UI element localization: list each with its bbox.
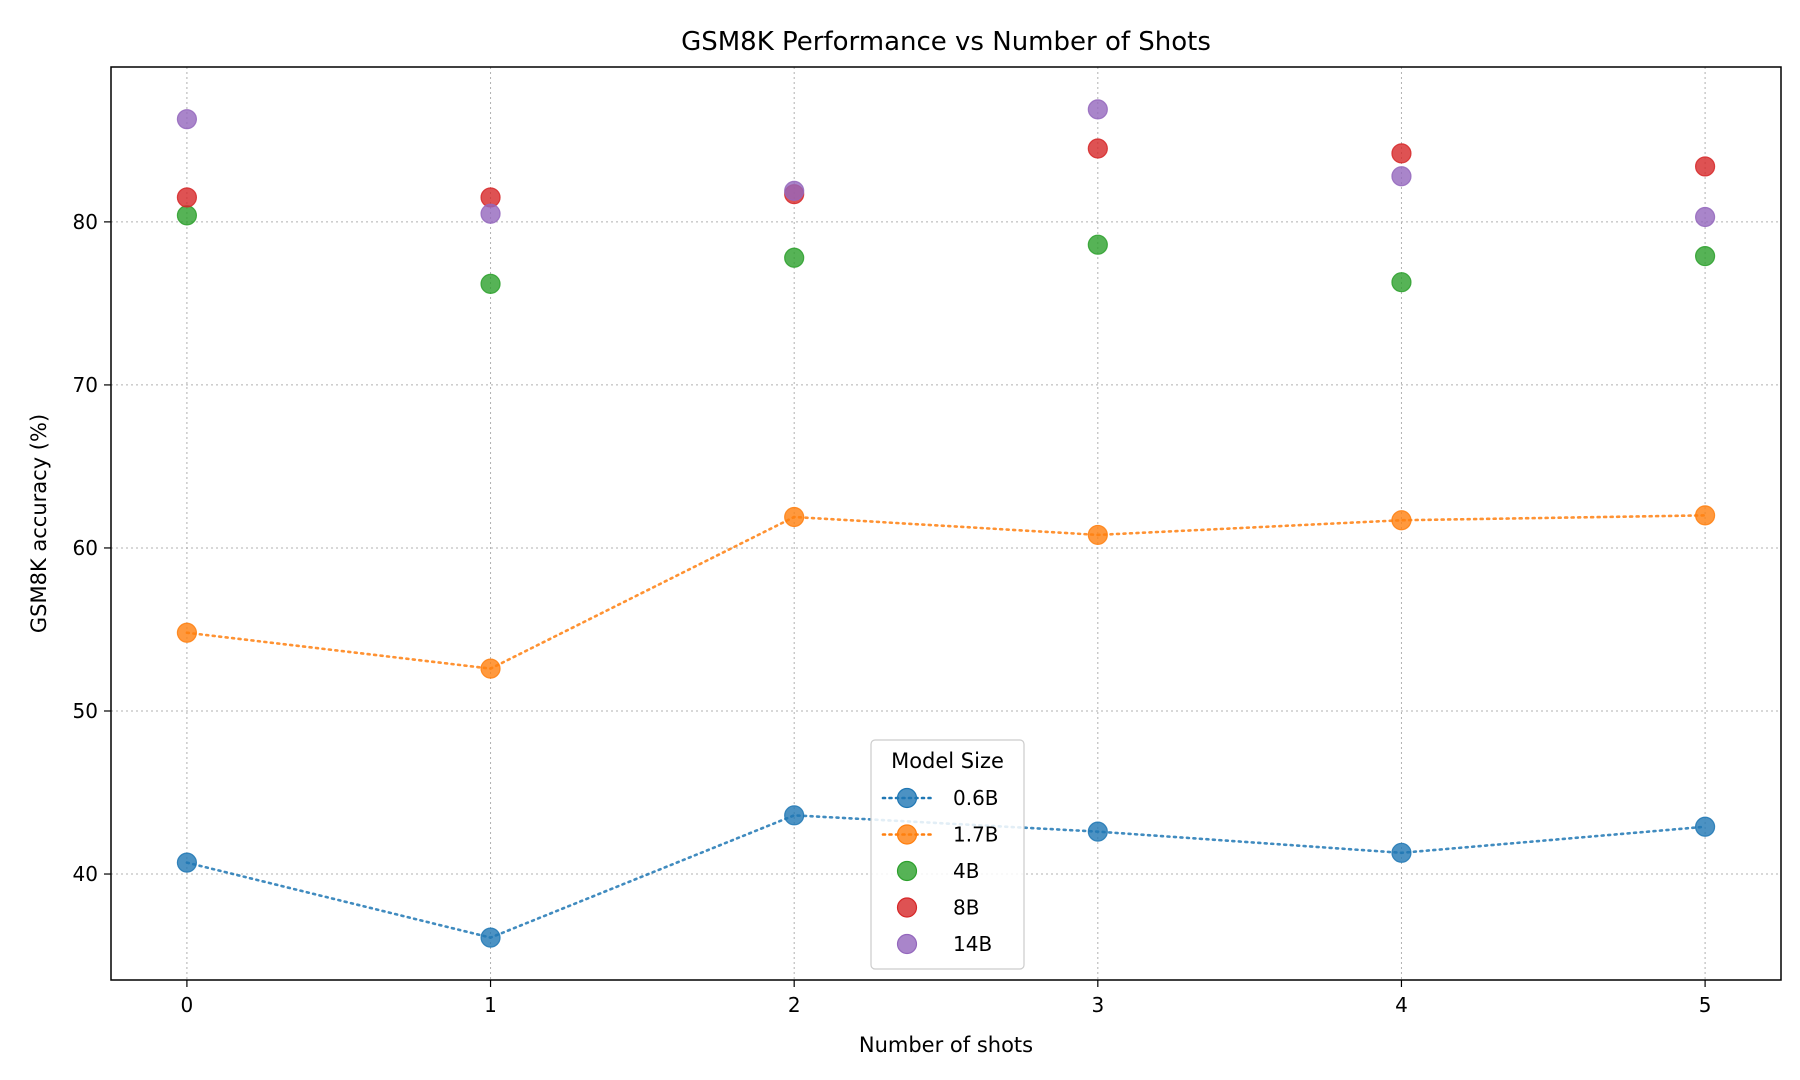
data-point xyxy=(1087,138,1108,159)
data-point xyxy=(176,205,198,226)
data-point xyxy=(784,247,805,268)
y-tick-label: 40 xyxy=(73,862,98,886)
data-point xyxy=(1391,510,1412,531)
series-line xyxy=(185,514,1707,670)
x-tick-label: 0 xyxy=(181,993,194,1017)
data-point xyxy=(480,927,501,948)
data-point xyxy=(1694,156,1716,177)
x-tick-label: 5 xyxy=(1699,993,1712,1017)
legend-label: 8B xyxy=(953,896,979,920)
data-point xyxy=(1391,143,1412,164)
data-point xyxy=(480,273,501,294)
legend-label: 0.6B xyxy=(953,786,999,810)
data-point xyxy=(176,109,198,130)
data-point xyxy=(1391,166,1412,187)
data-point xyxy=(784,506,805,528)
legend: Model Size 0.6B 1.7B 4B 8B 14B xyxy=(870,739,1025,970)
legend-marker xyxy=(896,787,918,809)
series-1-7b xyxy=(176,505,1716,679)
legend-label: 1.7B xyxy=(953,823,999,847)
data-point xyxy=(1391,842,1412,863)
legend-item: 1.7B xyxy=(881,823,999,847)
legend-marker xyxy=(896,824,918,845)
legend-title: Model Size xyxy=(891,749,1004,773)
legend-box xyxy=(870,739,1025,970)
data-point xyxy=(1694,505,1716,526)
data-point xyxy=(176,852,198,873)
y-tick-label: 70 xyxy=(73,373,98,397)
y-tick-label: 60 xyxy=(73,536,98,560)
legend-label: 14B xyxy=(953,932,992,956)
legend-item: 0.6B xyxy=(881,786,999,810)
legend-marker xyxy=(896,897,918,918)
data-point xyxy=(176,187,198,208)
data-point xyxy=(1087,99,1108,120)
series-layer xyxy=(176,99,1716,948)
chart-title: GSM8K Performance vs Number of Shots xyxy=(681,27,1211,57)
y-axis-label: GSM8K accuracy (%) xyxy=(27,414,51,633)
legend-item: 4B xyxy=(896,859,979,883)
legend-items: 0.6B 1.7B 4B 8B 14B xyxy=(881,786,999,956)
data-point xyxy=(1087,524,1108,546)
series-4b xyxy=(176,205,1716,294)
series-14b xyxy=(176,99,1716,228)
data-point xyxy=(1087,821,1108,842)
data-point xyxy=(784,805,805,826)
y-tick-label: 50 xyxy=(73,699,98,723)
x-tick-label: 2 xyxy=(788,993,801,1017)
legend-item: 14B xyxy=(896,932,992,956)
x-tick-label: 4 xyxy=(1395,993,1408,1017)
data-point xyxy=(176,622,198,643)
legend-item: 8B xyxy=(896,896,979,920)
data-point xyxy=(1087,234,1108,255)
data-point xyxy=(1391,272,1412,293)
x-axis-label: Number of shots xyxy=(859,1033,1033,1057)
x-tick-label: 3 xyxy=(1091,993,1104,1017)
x-tick-label: 1 xyxy=(484,993,497,1017)
data-point xyxy=(480,203,501,224)
legend-marker xyxy=(896,933,918,955)
data-point xyxy=(1694,246,1716,267)
y-tick-label: 80 xyxy=(73,210,98,234)
legend-label: 4B xyxy=(953,859,979,883)
data-point xyxy=(784,180,805,202)
legend-marker xyxy=(896,860,918,882)
data-point xyxy=(1694,206,1716,228)
plot-frame xyxy=(110,66,1782,981)
data-point xyxy=(1694,816,1716,837)
axes: 0 1 2 3 4 5 40 50 60 70 80 xyxy=(73,210,1712,1017)
data-point xyxy=(480,658,501,679)
